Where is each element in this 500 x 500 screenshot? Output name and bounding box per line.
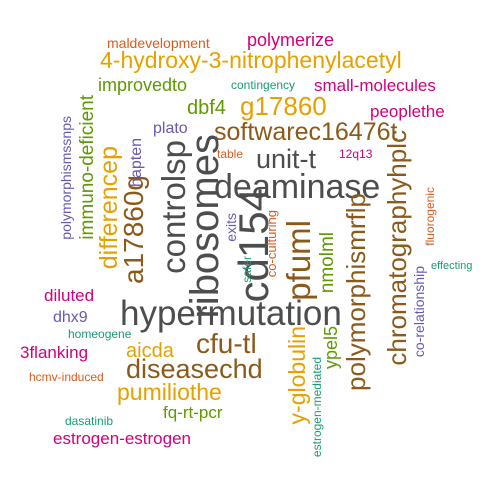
- word-immuno-deficient: immuno-deficient: [77, 95, 98, 240]
- word-polymerize: polymerize: [247, 30, 335, 50]
- word-homeogene: estrogen-mediated: [310, 357, 324, 458]
- word-fluorogenic: fluorogenic: [423, 187, 437, 246]
- word-diseasechd: diseasechd: [126, 354, 263, 384]
- word-ypel5: ypel5: [321, 326, 341, 370]
- word-controlsp: controlsp: [155, 140, 192, 274]
- word-exits: exits: [223, 213, 239, 242]
- word-aicda: aicda: [126, 340, 174, 362]
- word-contingency: contingency: [231, 78, 296, 92]
- word-polymorphismssnps: polymorphismssnps: [58, 116, 74, 240]
- word-y-globulin: y-globulin: [284, 326, 310, 425]
- word-diluted: diluted: [44, 286, 95, 305]
- word-pfuml: pfuml: [280, 220, 317, 301]
- word-a17860g: a17860g: [118, 175, 149, 285]
- word-co-culturing: co-culturing: [264, 210, 279, 278]
- word-hapten: hapten: [128, 138, 145, 187]
- word-estrogen-estrogen: estrogen-estrogen: [53, 429, 191, 448]
- word-dbf4: dbf4: [187, 97, 226, 119]
- word-pumiliothe: pumiliothe: [117, 379, 222, 405]
- word-table: table: [217, 147, 244, 161]
- word-4-hydroxy-3-nitrophenylacetyl: 4-hydroxy-3-nitrophenylacetyl: [100, 47, 402, 73]
- word-softwarec16476t: softwarec16476t: [214, 118, 398, 146]
- word-12q13: 12q13: [339, 147, 373, 161]
- word-chromatographyhplc: chromatographyhplc: [382, 130, 412, 366]
- word-dasatinib: homeogene: [68, 327, 132, 341]
- word-estrogen-mediated: dasatinib: [65, 414, 114, 428]
- word-g17860: g17860: [240, 91, 327, 121]
- word-hcmv-induced: hcmv-induced: [29, 370, 104, 384]
- word-effecting: effecting: [431, 260, 473, 272]
- word-nmolml: nmolml: [317, 232, 338, 294]
- word-cfu-tl: cfu-tl: [196, 328, 257, 359]
- word-unit-t: unit-t: [256, 144, 317, 174]
- word-fq-rt-pcr: fq-rt-pcr: [163, 403, 223, 422]
- word-deaminase: deaminase: [214, 168, 381, 206]
- word-peoplethe: peoplethe: [370, 102, 445, 121]
- word-3flanking: 3flanking: [20, 343, 89, 362]
- word-safer: safer: [240, 256, 254, 283]
- word-improvedto: improvedto: [98, 75, 188, 95]
- word-polymorphismrflp: polymorphismrflp: [341, 193, 371, 391]
- word-maldevelopment: maldevelopment: [107, 35, 210, 51]
- word-hypermutation: hypermutation: [120, 294, 342, 333]
- word-differencep: differencep: [95, 146, 123, 270]
- word-dhx9: dhx9: [53, 309, 88, 326]
- word-small-molecules: small-molecules: [314, 76, 436, 95]
- word-co-relationship: co-relationship: [411, 266, 427, 358]
- word-plato: plato: [153, 120, 188, 137]
